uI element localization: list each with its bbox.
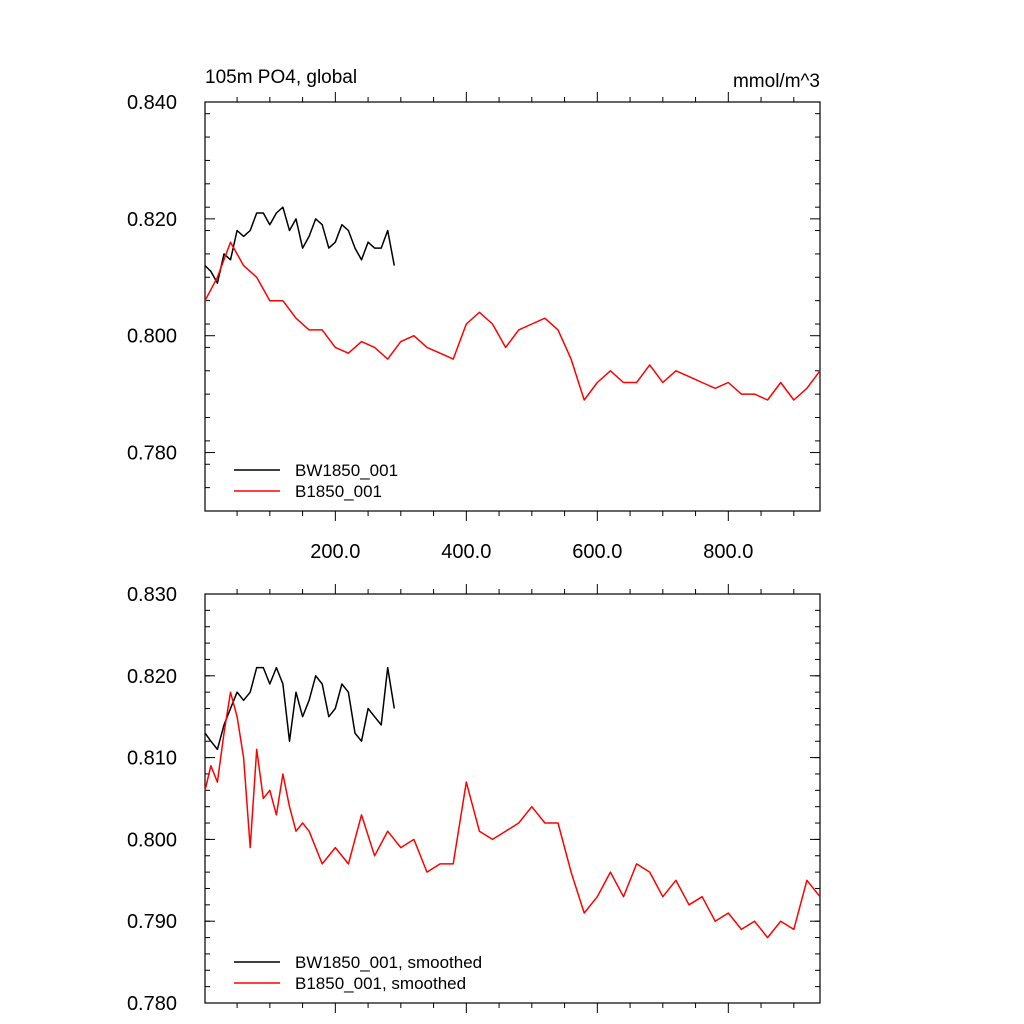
top-x-tick-label: 400.0 bbox=[441, 541, 491, 563]
top-y-tick-label: 0.820 bbox=[127, 209, 177, 231]
top-chart-units: mmol/m^3 bbox=[733, 71, 820, 92]
top-plot-frame bbox=[204, 101, 821, 512]
top-series-line-bw1850 bbox=[204, 206, 396, 284]
top-x-tick-label: 800.0 bbox=[703, 541, 753, 563]
bottom-plot-frame bbox=[204, 593, 821, 1004]
top-axis-ticks: 0.780 0.800 0.820 0.840 200.0 400.0 600.0 800.0 bbox=[127, 92, 820, 563]
bottom-y-tick-label: 0.820 bbox=[127, 666, 177, 688]
bottom-axis-ticks: 0.780 0.790 0.800 0.810 0.820 0.830 bbox=[127, 584, 820, 1015]
bottom-y-tick-label: 0.810 bbox=[127, 748, 177, 770]
top-series-line-b1850 bbox=[204, 241, 821, 401]
top-series-lines bbox=[204, 206, 821, 401]
bottom-series-line-bw1850 bbox=[204, 666, 396, 751]
bottom-panel: 0.780 0.790 0.800 0.810 0.820 0.830 BW1850_00… bbox=[127, 584, 821, 1015]
legend-label-b1850-smoothed: B1850_001, smoothed bbox=[295, 974, 466, 993]
bottom-legend: BW1850_001, smoothed B1850_001, smoothed bbox=[234, 953, 482, 993]
top-y-tick-label: 0.780 bbox=[127, 443, 177, 465]
top-x-tick-label: 600.0 bbox=[572, 541, 622, 563]
bottom-series-line-b1850 bbox=[204, 691, 821, 939]
top-y-tick-label: 0.840 bbox=[127, 92, 177, 114]
top-x-tick-label: 200.0 bbox=[310, 541, 360, 563]
bottom-y-tick-label: 0.790 bbox=[127, 911, 177, 933]
legend-label-bw1850-smoothed: BW1850_001, smoothed bbox=[295, 953, 482, 972]
bottom-series-lines bbox=[204, 666, 821, 939]
bottom-y-tick-label: 0.800 bbox=[127, 829, 177, 851]
bottom-y-tick-label: 0.780 bbox=[127, 993, 177, 1015]
legend-label-bw1850: BW1850_001 bbox=[295, 461, 398, 480]
top-legend: BW1850_001 B1850_001 bbox=[234, 461, 398, 501]
legend-label-b1850: B1850_001 bbox=[295, 482, 382, 501]
top-panel: 105m PO4, global mmol/m^3 0.780 0.800 0.82… bbox=[127, 67, 821, 563]
top-chart-title: 105m PO4, global bbox=[205, 67, 357, 88]
bottom-y-tick-label: 0.830 bbox=[127, 584, 177, 606]
top-y-tick-label: 0.800 bbox=[127, 326, 177, 348]
